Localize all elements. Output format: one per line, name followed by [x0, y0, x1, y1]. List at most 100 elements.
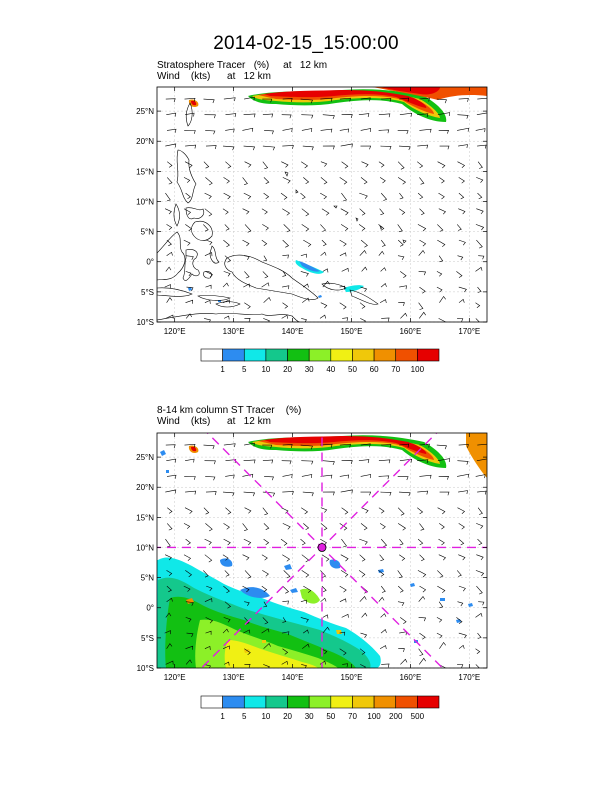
wind-barb [457, 601, 464, 607]
wind-barb [475, 648, 481, 654]
wind-barb [380, 282, 387, 288]
wind-barb [302, 145, 314, 151]
wind-barb [477, 490, 487, 495]
wind-barb [263, 192, 270, 200]
wind-barb [417, 570, 427, 578]
wind-barb [203, 444, 215, 450]
wind-barb [222, 628, 229, 634]
wind-barb [399, 208, 406, 215]
wind-barb [184, 130, 196, 134]
wind-barb [361, 507, 369, 514]
wind-barb [185, 617, 192, 623]
wind-barb [475, 664, 480, 668]
colorbar-label: 100 [367, 712, 381, 721]
wind-barb [397, 161, 405, 170]
lon-label: 170°E [458, 327, 480, 336]
wind-barb [457, 318, 464, 322]
wind-barb [281, 660, 288, 665]
wind-barb [475, 302, 481, 308]
wind-barb [381, 444, 392, 448]
lat-label: 10°N [136, 197, 154, 206]
wind-barb [439, 491, 450, 496]
wind-barb [458, 177, 465, 184]
wind-barb [282, 648, 289, 655]
wind-barb [244, 317, 251, 322]
wind-barb [419, 632, 426, 640]
wind-barb [264, 476, 274, 481]
lon-label: 130°E [223, 673, 245, 682]
wind-barb [397, 255, 405, 261]
wind-barb [439, 295, 446, 303]
wind-barb [282, 177, 291, 184]
wind-barb [184, 161, 193, 168]
wind-barb [417, 459, 429, 464]
colorbar-label: 30 [305, 712, 314, 721]
colorbar-swatch [330, 348, 353, 362]
colorbar: 1 5 10 20 30 40 50 60 70 100 [200, 348, 440, 374]
colorbar-swatch [395, 695, 418, 709]
wind-barb [302, 629, 309, 634]
wind-barb [300, 538, 306, 546]
wind-barb [223, 177, 230, 184]
wind-barb [301, 570, 310, 578]
wind-barb [419, 128, 432, 133]
wind-barb [280, 192, 288, 200]
wind-barb [397, 476, 409, 481]
wind-barb [166, 643, 173, 649]
wind-barb [458, 298, 465, 303]
wind-barb [184, 476, 196, 480]
wind-barb [222, 282, 229, 288]
wind-barb [165, 489, 177, 494]
wind-barb [321, 208, 330, 216]
wind-barb [436, 98, 447, 104]
wind-barb [206, 585, 213, 592]
wind-barb [185, 313, 192, 319]
wind-barb [342, 663, 349, 668]
colorbar-label: 5 [242, 365, 247, 374]
wind-barb [185, 299, 193, 304]
wind-barb [322, 614, 329, 619]
wind-barb [282, 554, 291, 562]
colorbar-label: 1 [220, 365, 225, 374]
wind-barb [475, 474, 486, 479]
wind-barb [417, 507, 424, 515]
colorbar-label: 70 [391, 365, 400, 374]
wind-barb [264, 130, 274, 135]
axis-ticks: 25°N 20°N 15°N 10°N 5°N 0° 5°S 10°S 120°E 130°E 14… [136, 87, 487, 336]
wind-barb [417, 224, 427, 232]
wind-barb [339, 474, 350, 479]
wind-barb [438, 255, 444, 263]
colorbar-swatch [308, 348, 332, 362]
colorbar-swatch [222, 695, 245, 709]
wind-barb [186, 632, 194, 638]
wind-barb [477, 538, 483, 546]
wind-barb [380, 145, 392, 150]
tracer-shading [188, 87, 487, 302]
wind-barb [204, 538, 212, 546]
wind-barb [436, 617, 443, 623]
wind-barb [223, 617, 231, 623]
wind-barb [417, 538, 424, 546]
wind-barb [222, 145, 235, 151]
colorbar-label: 5 [242, 712, 247, 721]
wind-barb [244, 570, 252, 579]
wind-barb [418, 595, 426, 602]
wind-barb [183, 554, 192, 561]
wind-barb [302, 297, 310, 303]
lon-label: 120°E [164, 673, 186, 682]
wind-barbs [164, 96, 487, 322]
wind-barb [303, 239, 312, 247]
wind-barb [399, 97, 410, 102]
wind-barb [397, 224, 403, 233]
wind-barb [205, 523, 213, 532]
wind-barb [439, 523, 445, 530]
wind-barb [183, 585, 191, 592]
wind-barb [379, 208, 385, 216]
wind-barb [340, 208, 349, 216]
wind-barb [166, 177, 173, 185]
wind-barb [339, 598, 347, 603]
wind-barb [419, 286, 426, 294]
wind-barb [399, 285, 407, 290]
lat-label: 5°N [141, 574, 155, 583]
wind-barb [359, 302, 366, 309]
